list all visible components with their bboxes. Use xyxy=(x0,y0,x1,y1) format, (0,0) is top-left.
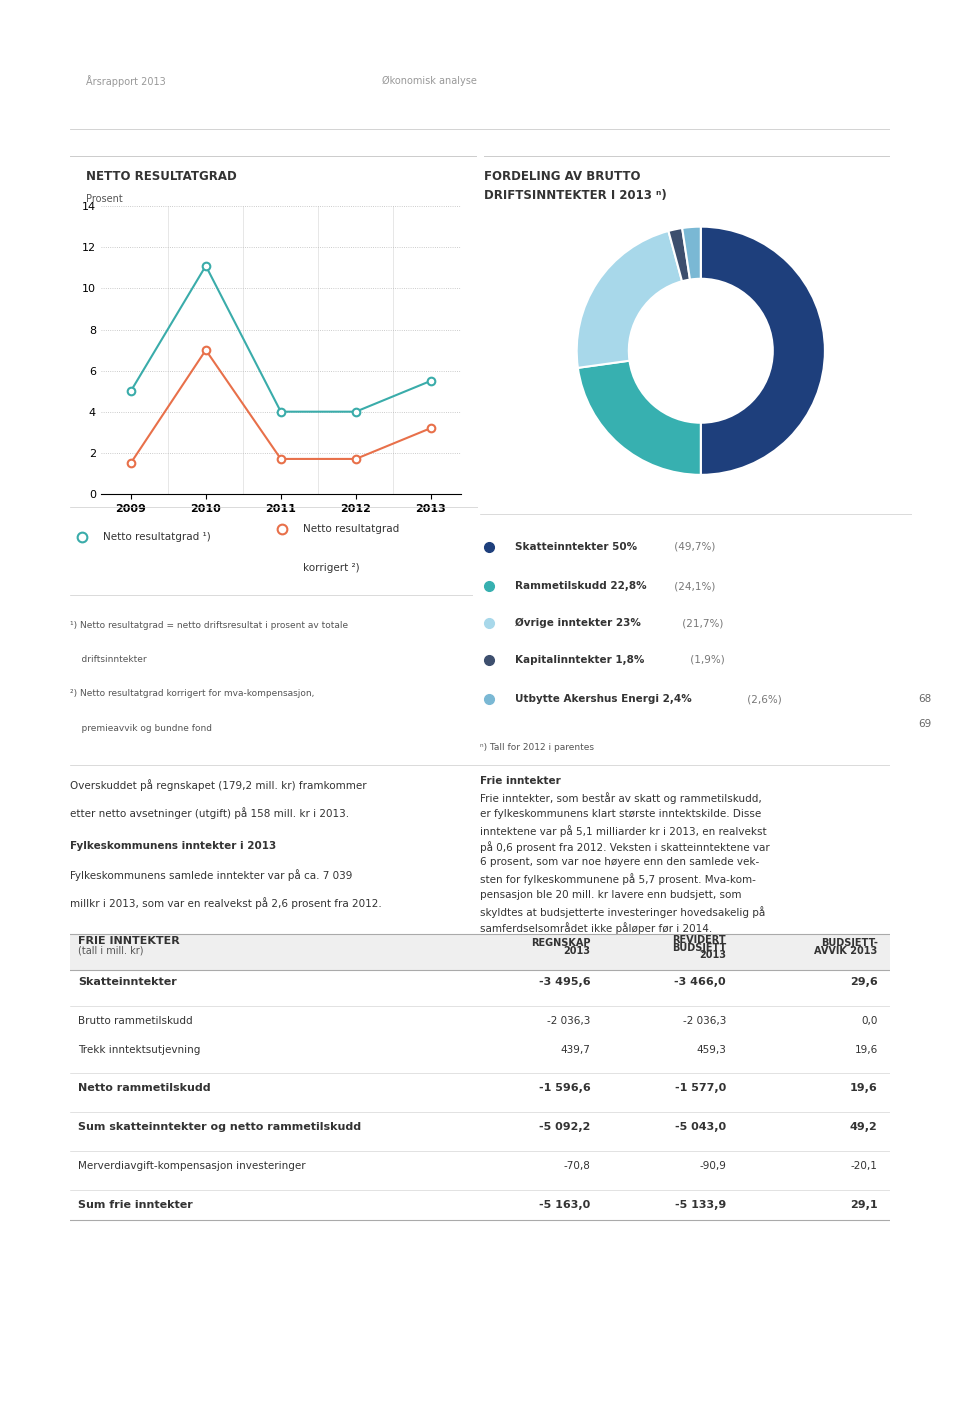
Text: 459,3: 459,3 xyxy=(696,1045,726,1055)
Text: 439,7: 439,7 xyxy=(561,1045,590,1055)
Text: -2 036,3: -2 036,3 xyxy=(547,1016,590,1026)
Text: (tall i mill. kr): (tall i mill. kr) xyxy=(79,946,144,955)
Wedge shape xyxy=(577,231,682,368)
Text: BUDSJETT-: BUDSJETT- xyxy=(821,939,877,948)
Text: pensasjon ble 20 mill. kr lavere enn budsjett, som: pensasjon ble 20 mill. kr lavere enn bud… xyxy=(480,890,741,899)
Text: 6 prosent, som var noe høyere enn den samlede vek-: 6 prosent, som var noe høyere enn den sa… xyxy=(480,857,759,867)
Text: Netto rammetilskudd: Netto rammetilskudd xyxy=(79,1083,211,1093)
Text: driftsinntekter: driftsinntekter xyxy=(70,655,147,664)
Text: FORDELING AV BRUTTO: FORDELING AV BRUTTO xyxy=(484,170,640,182)
Text: Netto resultatgrad ¹): Netto resultatgrad ¹) xyxy=(103,532,210,542)
Text: -90,9: -90,9 xyxy=(699,1160,726,1172)
Text: 2013: 2013 xyxy=(564,946,590,955)
Text: millkr i 2013, som var en realvekst på 2,6 prosent fra 2012.: millkr i 2013, som var en realvekst på 2… xyxy=(70,897,382,909)
Text: premieavvik og bundne fond: premieavvik og bundne fond xyxy=(70,724,212,732)
Text: Skatteinntekter: Skatteinntekter xyxy=(79,976,177,986)
Text: -70,8: -70,8 xyxy=(564,1160,590,1172)
Text: 29,6: 29,6 xyxy=(850,976,877,986)
Text: BUDSJETT: BUDSJETT xyxy=(672,943,726,953)
Text: Øvrige inntekter 23%: Øvrige inntekter 23% xyxy=(515,617,640,629)
Text: 68: 68 xyxy=(919,693,931,704)
Text: Frie inntekter, som består av skatt og rammetilskudd,: Frie inntekter, som består av skatt og r… xyxy=(480,793,761,804)
Wedge shape xyxy=(683,227,701,279)
Text: (21,7%): (21,7%) xyxy=(679,617,723,629)
Text: Trekk inntektsutjevning: Trekk inntektsutjevning xyxy=(79,1045,201,1055)
Text: -5 092,2: -5 092,2 xyxy=(540,1122,590,1132)
Text: -2 036,3: -2 036,3 xyxy=(683,1016,726,1026)
Text: -5 133,9: -5 133,9 xyxy=(675,1200,726,1209)
Text: -3 466,0: -3 466,0 xyxy=(674,976,726,986)
Text: Økonomisk analyse: Økonomisk analyse xyxy=(382,76,476,87)
Text: Prosent: Prosent xyxy=(86,194,123,203)
Text: 69: 69 xyxy=(919,718,931,730)
Text: Kapitalinntekter 1,8%: Kapitalinntekter 1,8% xyxy=(515,655,644,665)
Text: Netto resultatgrad: Netto resultatgrad xyxy=(302,523,399,533)
Text: 29,1: 29,1 xyxy=(850,1200,877,1209)
Text: -1 596,6: -1 596,6 xyxy=(539,1083,590,1093)
Text: -1 577,0: -1 577,0 xyxy=(675,1083,726,1093)
Wedge shape xyxy=(668,229,690,281)
Text: korrigert ²): korrigert ²) xyxy=(302,563,359,574)
Text: Sum frie inntekter: Sum frie inntekter xyxy=(79,1200,193,1209)
Text: ²) Netto resultatgrad korrigert for mva-kompensasjon,: ²) Netto resultatgrad korrigert for mva-… xyxy=(70,689,315,699)
Text: 2013: 2013 xyxy=(699,950,726,961)
Text: (49,7%): (49,7%) xyxy=(670,542,715,551)
Text: Skatteinntekter 50%: Skatteinntekter 50% xyxy=(515,542,636,551)
Bar xyxy=(70,934,890,971)
Text: (24,1%): (24,1%) xyxy=(670,581,715,591)
Text: AVVIK 2013: AVVIK 2013 xyxy=(814,946,877,955)
Text: Frie inntekter: Frie inntekter xyxy=(480,776,561,786)
Text: på 0,6 prosent fra 2012. Veksten i skatteinntektene var: på 0,6 prosent fra 2012. Veksten i skatt… xyxy=(480,840,770,853)
Text: Brutto rammetilskudd: Brutto rammetilskudd xyxy=(79,1016,193,1026)
Text: 19,6: 19,6 xyxy=(850,1083,877,1093)
Text: Overskuddet på regnskapet (179,2 mill. kr) framkommer: Overskuddet på regnskapet (179,2 mill. k… xyxy=(70,779,367,791)
Text: Rammetilskudd 22,8%: Rammetilskudd 22,8% xyxy=(515,581,646,591)
Text: Merverdiavgift-kompensasjon investeringer: Merverdiavgift-kompensasjon investeringe… xyxy=(79,1160,306,1172)
Text: sten for fylkeskommunene på 5,7 prosent. Mva-kom-: sten for fylkeskommunene på 5,7 prosent.… xyxy=(480,874,756,885)
Text: FRIE INNTEKTER: FRIE INNTEKTER xyxy=(79,936,180,946)
Text: skyldtes at budsjetterte investeringer hovedsakelig på: skyldtes at budsjetterte investeringer h… xyxy=(480,906,765,918)
Text: (1,9%): (1,9%) xyxy=(687,655,725,665)
Text: 49,2: 49,2 xyxy=(850,1122,877,1132)
Text: inntektene var på 5,1 milliarder kr i 2013, en realvekst: inntektene var på 5,1 milliarder kr i 20… xyxy=(480,825,767,836)
Text: ⁿ) Tall for 2012 i parentes: ⁿ) Tall for 2012 i parentes xyxy=(480,742,594,752)
Text: DRIFTSINNTEKTER I 2013 ⁿ): DRIFTSINNTEKTER I 2013 ⁿ) xyxy=(484,189,667,202)
Text: REGNSKAP: REGNSKAP xyxy=(531,939,590,948)
Text: ¹) Netto resultatgrad = netto driftsresultat i prosent av totale: ¹) Netto resultatgrad = netto driftsresu… xyxy=(70,622,348,630)
Text: Utbytte Akershus Energi 2,4%: Utbytte Akershus Energi 2,4% xyxy=(515,694,691,704)
Text: -5 163,0: -5 163,0 xyxy=(540,1200,590,1209)
Text: Fylkeskommunens inntekter i 2013: Fylkeskommunens inntekter i 2013 xyxy=(70,840,276,852)
Text: NETTO RESULTATGRAD: NETTO RESULTATGRAD xyxy=(86,170,237,182)
Text: 19,6: 19,6 xyxy=(854,1045,877,1055)
Text: -5 043,0: -5 043,0 xyxy=(675,1122,726,1132)
Text: (2,6%): (2,6%) xyxy=(744,694,782,704)
Text: 0,0: 0,0 xyxy=(861,1016,877,1026)
Text: etter netto avsetninger (utgift) på 158 mill. kr i 2013.: etter netto avsetninger (utgift) på 158 … xyxy=(70,807,349,819)
Text: Fylkeskommunens samlede inntekter var på ca. 7 039: Fylkeskommunens samlede inntekter var på… xyxy=(70,868,352,881)
Wedge shape xyxy=(578,361,701,474)
Text: er fylkeskommunens klart største inntektskilde. Disse: er fylkeskommunens klart største inntekt… xyxy=(480,808,761,819)
Text: Årsrapport 2013: Årsrapport 2013 xyxy=(86,76,166,87)
Text: Sum skatteinntekter og netto rammetilskudd: Sum skatteinntekter og netto rammetilsku… xyxy=(79,1122,361,1132)
Text: REVIDERT: REVIDERT xyxy=(672,936,726,946)
Text: samferdselsområdet ikke påløper før i 2014.: samferdselsområdet ikke påløper før i 20… xyxy=(480,922,712,934)
Text: -20,1: -20,1 xyxy=(851,1160,877,1172)
Text: -3 495,6: -3 495,6 xyxy=(540,976,590,986)
Wedge shape xyxy=(701,227,825,474)
